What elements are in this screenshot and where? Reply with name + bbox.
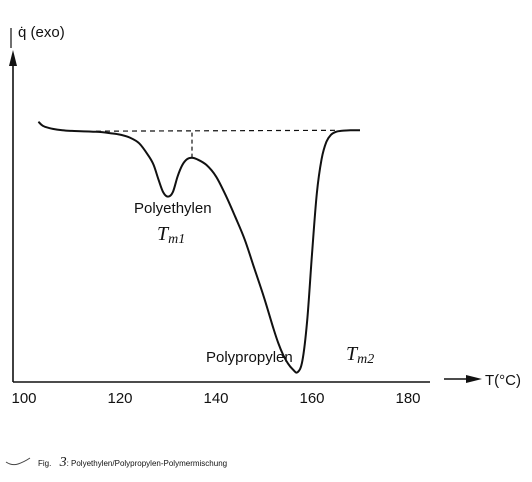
x-tick-label: 100: [11, 390, 36, 407]
annotation-polypropylen: Polypropylen: [206, 349, 293, 366]
caption-number: 3: [59, 455, 67, 470]
y-axis-arrow-icon: [9, 50, 17, 66]
baseline-dashed: [95, 129, 337, 132]
figure-caption: Fig. 3: Polyethylen/Polypropylen-Polymer…: [38, 455, 227, 470]
tm1-sub: m1: [168, 232, 185, 247]
x-tick-label: 180: [395, 390, 420, 407]
annotation-polyethylen: Polyethylen: [134, 200, 212, 217]
x-tick-labels: 100 120 140 160 180: [11, 390, 420, 407]
x-axis-label: T(°C): [485, 372, 521, 389]
tm2-main: T: [346, 343, 359, 365]
annotation-tm1: Tm1: [157, 223, 185, 247]
tm1-main: T: [157, 223, 170, 245]
caption-scribble-icon: [5, 457, 31, 466]
dsc-curve-line: [37, 120, 361, 374]
caption-prefix: Fig.: [38, 459, 51, 468]
x-tick-label: 140: [203, 390, 228, 407]
x-tick-label: 160: [299, 390, 324, 407]
plot-area: [37, 120, 361, 374]
caption-text: : Polyethylen/Polypropylen-Polymermischu…: [67, 459, 228, 468]
x-tick-label: 120: [107, 390, 132, 407]
x-axis-arrow-icon: [466, 375, 482, 383]
y-axis-label: q̇ (exo): [18, 24, 65, 41]
annotation-tm2: Tm2: [346, 343, 374, 367]
tm2-sub: m2: [357, 352, 374, 367]
